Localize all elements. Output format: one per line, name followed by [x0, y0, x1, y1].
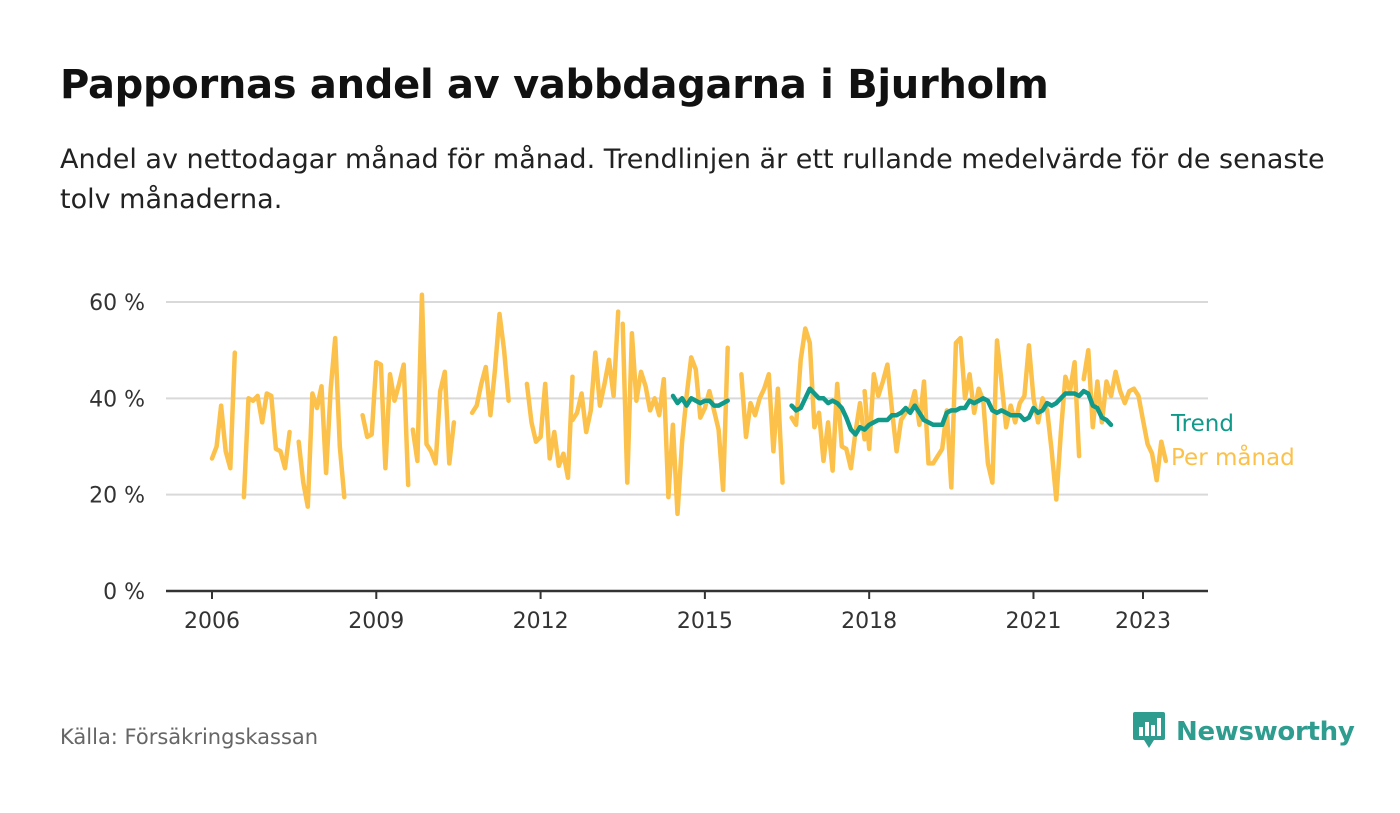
series-line-per-manad: [469, 311, 511, 418]
series-line-per-manad: [862, 335, 1082, 502]
series-line-per-manad: [570, 309, 621, 435]
series-lines: [209, 292, 1169, 517]
bar-chart-speech-bubble-icon: [1132, 710, 1166, 754]
x-tick-label: 2023: [1115, 609, 1171, 634]
x-tick-label: 2009: [348, 609, 404, 634]
series-line-per-manad: [620, 321, 730, 517]
series-line-per-manad: [410, 292, 457, 466]
series-line-per-manad: [789, 326, 867, 473]
y-tick-label: 0 %: [103, 580, 145, 605]
series-line-trend: [789, 386, 1114, 437]
series-line-trend: [670, 393, 730, 408]
x-tick-label: 2006: [184, 609, 240, 634]
brand-name: Newsworthy: [1176, 717, 1355, 747]
x-tick-label: 2015: [677, 609, 733, 634]
source-note: Källa: Försäkringskassan: [60, 725, 319, 749]
y-tick-label: 20 %: [89, 484, 145, 509]
series-line-per-manad: [360, 359, 411, 488]
x-tick-label: 2012: [513, 609, 569, 634]
y-axis-labels: 0 % 20 % 40 % 60 %: [89, 291, 145, 605]
legend-label-per-manad: Per månad: [1171, 443, 1295, 471]
series-line-per-manad: [739, 372, 785, 485]
series-line-per-manad: [209, 350, 238, 471]
series-line-per-manad: [524, 374, 575, 481]
legend-label-trend: Trend: [1170, 411, 1234, 437]
series-line-per-manad: [296, 335, 347, 509]
chart-title: Pappornas andel av vabbdagarna i Bjurhol…: [60, 62, 1049, 108]
x-tick-label: 2021: [1005, 609, 1061, 634]
y-tick-label: 60 %: [89, 291, 145, 316]
x-tick-label: 2018: [841, 609, 897, 634]
chart-subtitle: Andel av nettodagar månad för månad. Tre…: [60, 144, 1325, 215]
series-line-per-manad: [1081, 347, 1169, 483]
brand-logo: Newsworthy: [1132, 710, 1355, 754]
x-axis: 2006 2009 2012 2015 2018 2021 2023: [166, 589, 1208, 634]
inline-legend: Per månad Trend: [1170, 411, 1295, 471]
series-line-per-manad: [241, 391, 292, 500]
y-tick-label: 40 %: [89, 387, 145, 412]
